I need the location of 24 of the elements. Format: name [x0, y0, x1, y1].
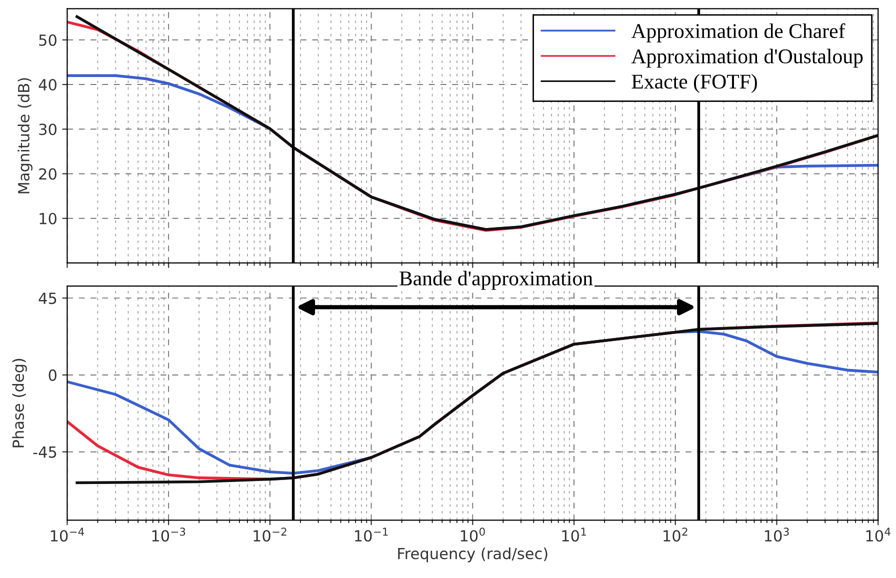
x-tick-label: 10$^{1}$	[562, 528, 586, 542]
x-axis-title: Frequency (rad/sec)	[398, 547, 548, 562]
y-tick-label: 0	[48, 369, 56, 381]
y-tick-label: 20	[39, 168, 56, 180]
legend-label: Approximation d'Oustaloup	[631, 48, 863, 68]
x-tick-label: 10$^{2}$	[664, 528, 688, 542]
y-tick-label: 50	[39, 34, 56, 46]
x-tick-label: 10$^{−3}$	[152, 528, 186, 542]
y-tick-label: 45	[38, 292, 56, 304]
y-tick-label: -45	[33, 446, 56, 458]
y-tick-label: 10	[40, 212, 56, 224]
annotation: Bande d'approximation	[400, 270, 593, 290]
y-axis-title: Phase (deg)	[12, 358, 27, 448]
x-tick-label: 10$^{0}$	[460, 528, 485, 542]
x-tick-label: 10$^{−1}$	[355, 528, 388, 542]
x-tick-label: 10$^{4}$	[866, 528, 890, 542]
x-tick-label: 10$^{−4}$	[50, 528, 84, 542]
y-axis-title: Magnitude (dB)	[18, 78, 32, 194]
y-tick-label: 40	[38, 78, 56, 91]
legend-label: Approximation de Charef	[631, 23, 846, 42]
y-tick-label: 30	[39, 124, 56, 136]
x-tick-label: 10$^{3}$	[764, 528, 789, 542]
legend-label: Exacte (FOTF)	[632, 74, 757, 93]
x-tick-label: 10$^{−2}$	[254, 528, 286, 542]
